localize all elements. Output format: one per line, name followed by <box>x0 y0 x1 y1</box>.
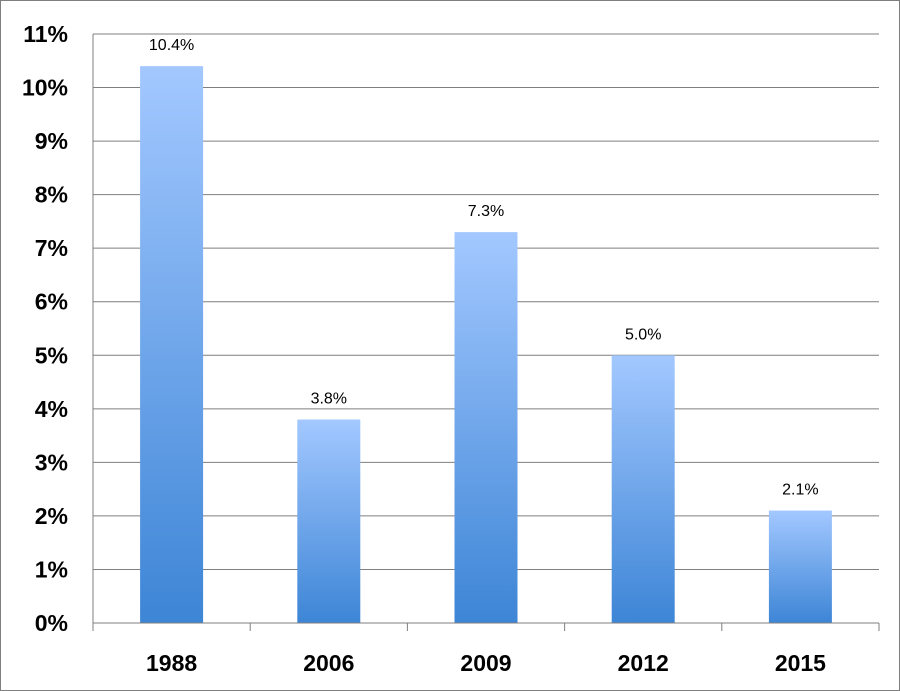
y-tick-label: 11% <box>23 21 68 47</box>
data-label: 7.3% <box>468 203 504 220</box>
x-tick-label: 2015 <box>775 650 826 676</box>
x-tick-label: 1988 <box>146 650 197 676</box>
x-tick-label: 2009 <box>460 650 511 676</box>
data-label: 5.0% <box>625 326 661 343</box>
bar <box>611 355 675 623</box>
bars <box>140 66 832 624</box>
labels: 0% 1% 2% 3% 4% 5% 6% 7% 8% 9% 10% 11% 10.4% 1988 3.8% 2… <box>22 21 826 676</box>
bar <box>297 419 361 623</box>
y-tick-label: 1% <box>35 556 68 582</box>
bar <box>140 66 204 624</box>
data-label: 10.4% <box>149 37 194 54</box>
y-tick-label: 4% <box>35 396 68 422</box>
x-tick-label: 2012 <box>618 650 669 676</box>
x-tick-label: 2006 <box>303 650 354 676</box>
y-tick-label: 8% <box>35 182 68 208</box>
y-tick-label: 3% <box>35 449 68 475</box>
data-label: 3.8% <box>311 391 347 408</box>
y-tick-label: 9% <box>35 128 68 154</box>
y-tick-label: 5% <box>35 342 68 368</box>
y-tick-label: 0% <box>35 610 68 636</box>
bar <box>454 232 518 624</box>
bar <box>768 510 832 623</box>
axes <box>92 34 880 631</box>
y-tick-label: 10% <box>22 75 68 101</box>
data-label: 2.1% <box>782 482 818 499</box>
y-tick-label: 2% <box>35 503 68 529</box>
y-tick-label: 7% <box>35 235 68 261</box>
y-tick-label: 6% <box>35 289 68 315</box>
